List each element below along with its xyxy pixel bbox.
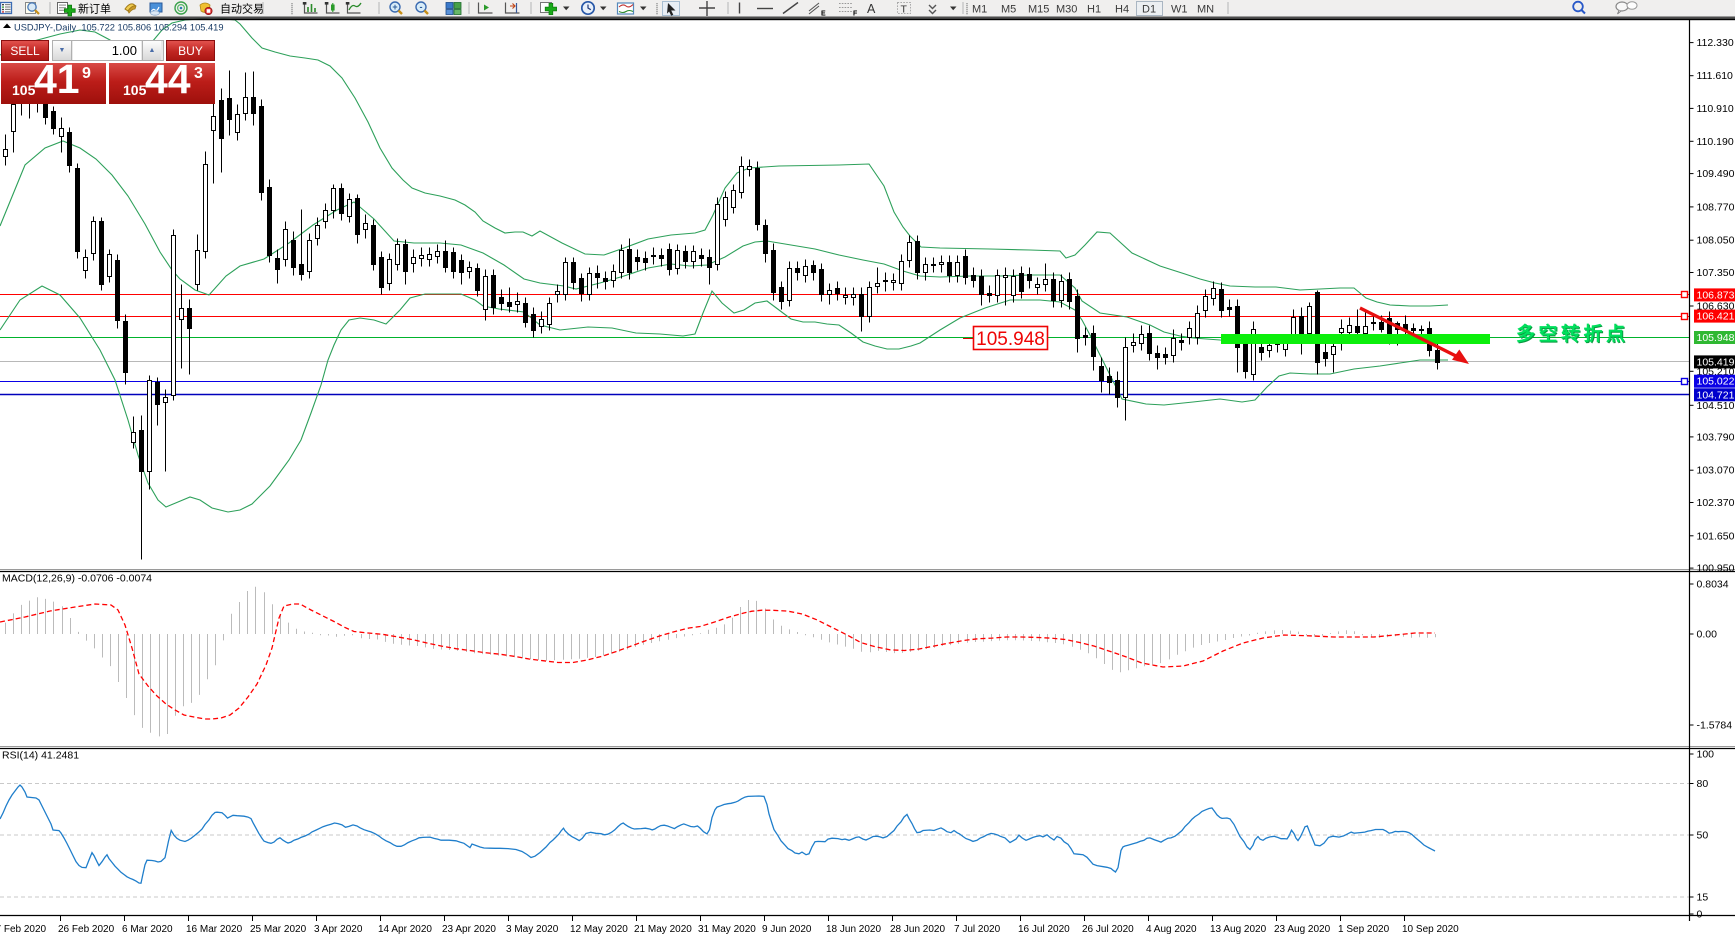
svg-text:25 Mar 2020: 25 Mar 2020 (250, 924, 307, 935)
svg-text:+: + (392, 2, 397, 12)
svg-text:23 Aug 2020: 23 Aug 2020 (1274, 924, 1331, 935)
svg-text:101.650: 101.650 (1697, 530, 1735, 542)
svg-text:12 May 2020: 12 May 2020 (570, 924, 628, 935)
svg-text:7 Feb 2020: 7 Feb 2020 (0, 924, 47, 935)
svg-text:104.510: 104.510 (1697, 400, 1735, 412)
svg-text:50: 50 (1697, 830, 1709, 842)
svg-text:MACD(12,26,9) -0.0706 -0.0074: MACD(12,26,9) -0.0706 -0.0074 (2, 573, 152, 585)
svg-text:MN: MN (1197, 4, 1214, 16)
svg-text:111.610: 111.610 (1697, 70, 1734, 82)
svg-text:106.630: 106.630 (1697, 301, 1735, 313)
svg-text:110.190: 110.190 (1697, 136, 1734, 148)
svg-text:110.910: 110.910 (1697, 103, 1734, 115)
svg-text:1 Sep 2020: 1 Sep 2020 (1338, 924, 1390, 935)
svg-text:26 Feb 2020: 26 Feb 2020 (58, 924, 115, 935)
svg-text:112.330: 112.330 (1697, 37, 1734, 49)
svg-text:26 Jul 2020: 26 Jul 2020 (1082, 924, 1134, 935)
svg-text:新订单: 新订单 (78, 2, 111, 16)
svg-text:多空转折点: 多空转折点 (1516, 322, 1629, 345)
svg-text:6 Mar 2020: 6 Mar 2020 (122, 924, 173, 935)
svg-text:107.350: 107.350 (1697, 267, 1735, 279)
svg-text:23 Apr 2020: 23 Apr 2020 (442, 924, 496, 935)
svg-text:100: 100 (1697, 749, 1715, 761)
svg-text:14 Apr 2020: 14 Apr 2020 (378, 924, 432, 935)
svg-text:USDJPY-,Daily 105.722 105.806: USDJPY-,Daily 105.722 105.806 105.294 10… (14, 23, 224, 33)
svg-text:-: - (420, 2, 423, 12)
svg-text:109.490: 109.490 (1697, 168, 1735, 180)
svg-text:16 Mar 2020: 16 Mar 2020 (186, 924, 243, 935)
svg-text:21 May 2020: 21 May 2020 (634, 924, 692, 935)
svg-text:28 Jun 2020: 28 Jun 2020 (890, 924, 945, 935)
svg-text:104.721: 104.721 (1697, 389, 1735, 401)
svg-text:103.790: 103.790 (1697, 431, 1735, 443)
svg-text:T: T (901, 4, 908, 16)
svg-text:103.070: 103.070 (1697, 465, 1735, 477)
svg-text:10 Sep 2020: 10 Sep 2020 (1402, 924, 1459, 935)
svg-text:M30: M30 (1056, 4, 1077, 16)
svg-text:106.873: 106.873 (1697, 289, 1735, 301)
svg-text:105.948: 105.948 (976, 329, 1045, 350)
svg-text:18 Jun 2020: 18 Jun 2020 (826, 924, 881, 935)
svg-text:M1: M1 (972, 4, 987, 16)
svg-text:100.950: 100.950 (1697, 563, 1735, 575)
svg-text:108.770: 108.770 (1697, 201, 1735, 213)
svg-text:H4: H4 (1115, 4, 1129, 16)
svg-text:E: E (821, 11, 826, 18)
svg-text:0: 0 (1697, 909, 1703, 921)
svg-text:A: A (867, 2, 876, 16)
svg-text:RSI(14) 41.2481: RSI(14) 41.2481 (2, 750, 79, 762)
svg-text:108.050: 108.050 (1697, 235, 1735, 247)
svg-text:-1.5784: -1.5784 (1697, 720, 1733, 732)
svg-text:3 May 2020: 3 May 2020 (506, 924, 559, 935)
svg-text:3 Apr 2020: 3 Apr 2020 (314, 924, 363, 935)
svg-text:F: F (853, 11, 858, 18)
svg-text:W1: W1 (1171, 4, 1188, 16)
svg-text:M15: M15 (1028, 4, 1049, 16)
svg-text:105.022: 105.022 (1697, 376, 1735, 388)
svg-text:D1: D1 (1142, 4, 1156, 16)
svg-text:105.948: 105.948 (1697, 332, 1735, 344)
svg-text:15: 15 (1697, 892, 1709, 904)
svg-text:102.370: 102.370 (1697, 497, 1735, 509)
svg-text:106.421: 106.421 (1697, 311, 1735, 323)
svg-text:0.00: 0.00 (1697, 629, 1718, 641)
svg-text:自动交易: 自动交易 (220, 2, 264, 16)
svg-text:4 Aug 2020: 4 Aug 2020 (1146, 924, 1197, 935)
svg-text:16 Jul 2020: 16 Jul 2020 (1018, 924, 1070, 935)
svg-text:0.8034: 0.8034 (1697, 579, 1729, 591)
svg-text:105.419: 105.419 (1697, 356, 1735, 368)
svg-text:9 Jun 2020: 9 Jun 2020 (762, 924, 812, 935)
svg-text:M5: M5 (1001, 4, 1016, 16)
svg-text:7 Jul 2020: 7 Jul 2020 (954, 924, 1001, 935)
svg-text:31 May 2020: 31 May 2020 (698, 924, 756, 935)
svg-text:H1: H1 (1087, 4, 1101, 16)
svg-text:80: 80 (1697, 778, 1709, 790)
svg-text:13 Aug 2020: 13 Aug 2020 (1210, 924, 1267, 935)
